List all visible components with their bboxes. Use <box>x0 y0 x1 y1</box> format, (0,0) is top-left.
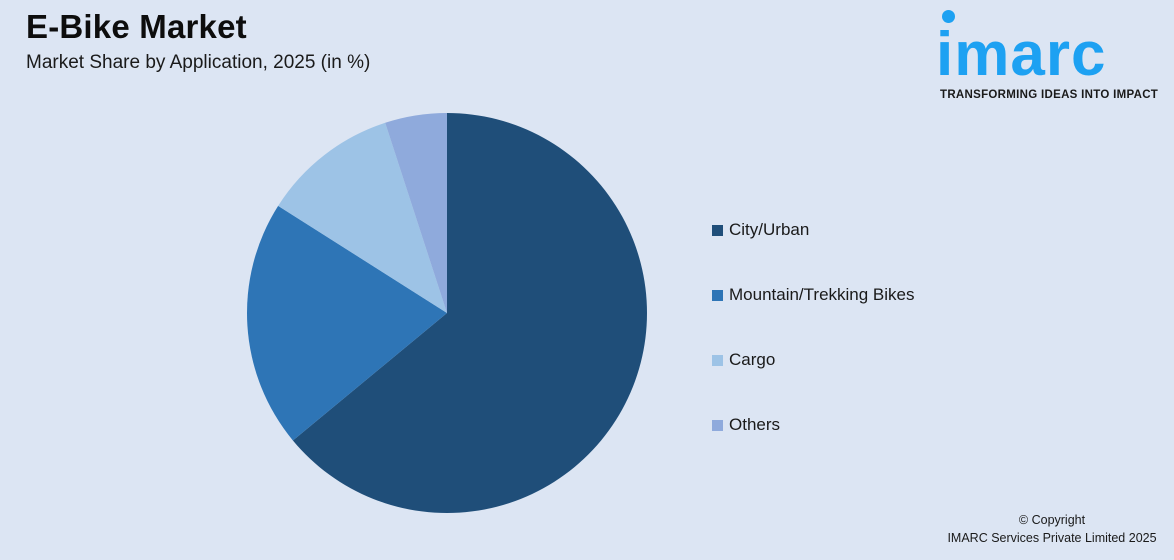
legend-swatch-icon <box>712 224 723 236</box>
legend-item-cargo: Cargo <box>712 350 775 370</box>
imarc-logo: imarc TRANSFORMING IDEAS INTO IMPACT <box>936 6 1166 106</box>
copyright-line-1: © Copyright <box>1018 513 1086 527</box>
copyright-notice: © Copyright IMARC Services Private Limit… <box>930 511 1174 547</box>
legend-item-city-urban: City/Urban <box>712 220 809 240</box>
chart-title: E-Bike Market <box>26 8 247 45</box>
legend-label: Others <box>729 415 781 434</box>
legend-label: City/Urban <box>729 220 810 239</box>
legend-swatch-icon <box>712 289 723 301</box>
pie-slice-city-urban <box>292 113 647 513</box>
chart-subtitle: Market Share by Application, 2025 (in %) <box>26 52 371 73</box>
copyright-line-2: IMARC Services Private Limited 2025 <box>947 531 1157 545</box>
pie-slice-cargo <box>278 122 447 313</box>
legend-swatch-icon <box>712 419 723 431</box>
legend-item-mountain-trekking: Mountain/Trekking Bikes <box>712 285 915 305</box>
pie-chart <box>247 113 647 513</box>
legend-label: Cargo <box>729 350 776 369</box>
legend-label: Mountain/Trekking Bikes <box>729 285 915 304</box>
logo-dot-icon <box>942 10 955 23</box>
legend-swatch-icon <box>712 354 723 366</box>
logo-wordmark: imarc <box>936 20 1107 89</box>
legend-item-others: Others <box>712 415 780 435</box>
pie-slice-others <box>385 113 447 313</box>
logo-tagline: TRANSFORMING IDEAS INTO IMPACT <box>940 89 1159 101</box>
pie-slice-mountain-trekking-bikes <box>247 205 447 441</box>
